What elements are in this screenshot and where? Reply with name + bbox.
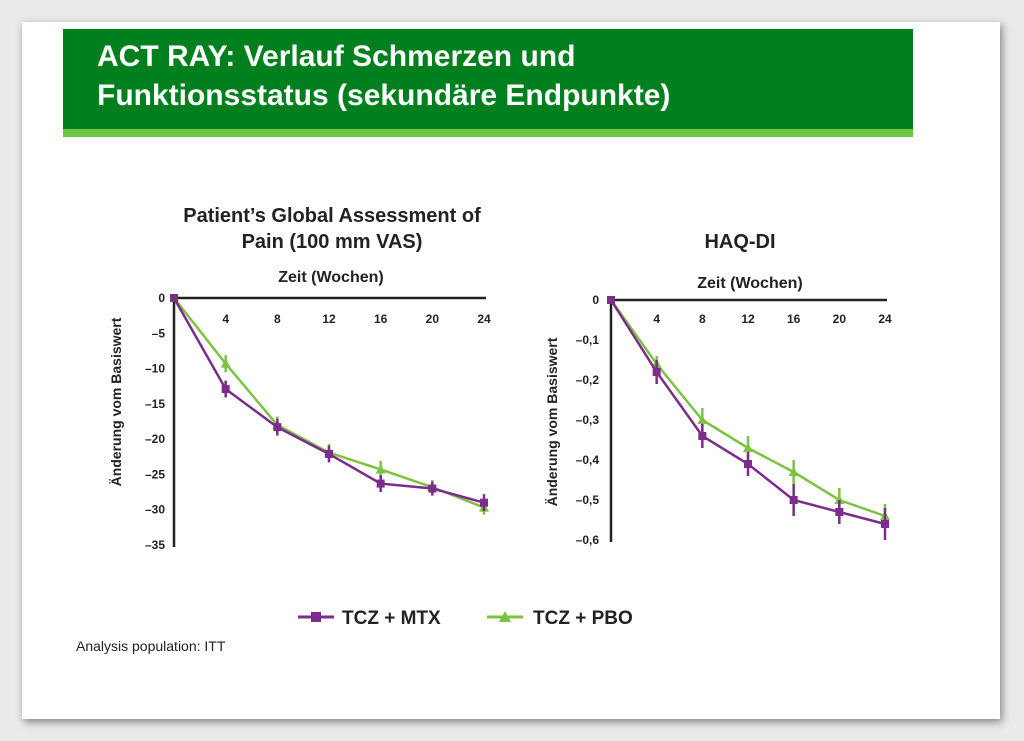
data-point-tcz-pbo [743,443,753,452]
series-line-tcz-pbo [609,299,886,518]
data-point-tcz-pbo [375,464,386,474]
x-tick-label: 4 [222,312,229,326]
y-axis-label: Änderung vom Basiswert [108,317,124,486]
x-tick-label: 20 [426,312,440,326]
legend: TCZ + MTX TCZ + PBO [298,608,633,629]
legend-label: TCZ + PBO [533,608,633,629]
data-point-tcz-mtx [325,449,333,458]
chart-2: HAQ-DI Zeit (Wochen) Änderung vom Basiswer… [544,231,892,547]
data-point-tcz-mtx [428,484,437,493]
data-point-tcz-mtx [480,498,488,507]
data-point-tcz-pbo [697,415,708,424]
x-tick-label: 16 [374,312,388,326]
legend-marker-square [311,612,321,622]
chart-title-line: Pain (100 mm VAS) [242,231,423,253]
data-point-tcz-mtx [789,496,798,504]
y-axis-label: Änderung vom Basiswert [544,337,560,506]
x-tick-label: 8 [699,312,706,326]
x-tick-label: 4 [653,312,660,326]
y-tick-label: –30 [145,503,165,517]
footnote: Analysis population: ITT [76,638,226,654]
chart-title-line: HAQ-DI [704,231,775,253]
title-banner-stripe [63,129,913,137]
x-axis-label: Zeit (Wochen) [697,275,802,292]
x-tick-label: 12 [322,312,336,326]
y-tick-label: –0,2 [576,373,600,387]
slide-title-line-1: ACT RAY: Verlauf Schmerzen und [97,40,576,73]
data-point-tcz-mtx [881,520,889,528]
chart-1: Patient’s Global Assessment of Pain (100 … [108,205,491,552]
y-tick-label: 0 [158,291,165,305]
legend-label: TCZ + MTX [342,608,441,629]
y-tick-label: –5 [152,326,166,340]
chart-title-line: Patient’s Global Assessment of [183,205,481,227]
legend-marker-triangle [499,611,511,622]
slide-title: ACT RAY: Verlauf Schmerzen und Funktions… [97,37,897,115]
slide [22,22,1000,719]
slide-title-line-2: Funktionsstatus (sekundäre Endpunkte) [97,79,671,112]
series-line-tcz-mtx [172,297,485,504]
data-point-tcz-mtx [744,460,752,468]
y-tick-label: –35 [145,538,165,552]
x-axis-label: Zeit (Wochen) [278,269,383,286]
x-tick-label: 20 [833,312,847,326]
y-tick-label: –0,4 [576,453,600,467]
origin-point [607,296,615,304]
data-point-tcz-mtx [221,385,230,394]
y-tick-label: –0,5 [576,493,600,507]
data-point-tcz-mtx [698,432,707,440]
x-tick-label: 16 [787,312,801,326]
y-tick-label: –0,3 [576,413,600,427]
origin-point [170,294,178,302]
data-point-tcz-pbo [220,358,231,368]
x-tick-label: 8 [274,312,281,326]
x-tick-label: 24 [878,312,892,326]
y-tick-label: –20 [145,432,165,446]
data-point-tcz-mtx [835,508,844,516]
series-line-tcz-mtx [609,299,886,526]
data-point-tcz-mtx [273,423,282,432]
data-point-tcz-pbo [788,467,799,476]
x-tick-label: 24 [477,312,491,326]
data-point-tcz-pbo [834,495,845,504]
y-tick-label: –0,1 [576,333,600,347]
y-tick-label: 0 [592,293,599,307]
y-tick-label: –25 [145,467,165,481]
series-line-tcz-pbo [173,297,485,509]
title-banner [63,29,913,129]
y-tick-label: –10 [145,362,165,376]
y-tick-label: –0,6 [576,533,600,547]
x-tick-label: 12 [741,312,755,326]
data-point-tcz-mtx [376,479,385,488]
y-tick-label: –15 [145,397,165,411]
data-point-tcz-mtx [652,368,661,376]
